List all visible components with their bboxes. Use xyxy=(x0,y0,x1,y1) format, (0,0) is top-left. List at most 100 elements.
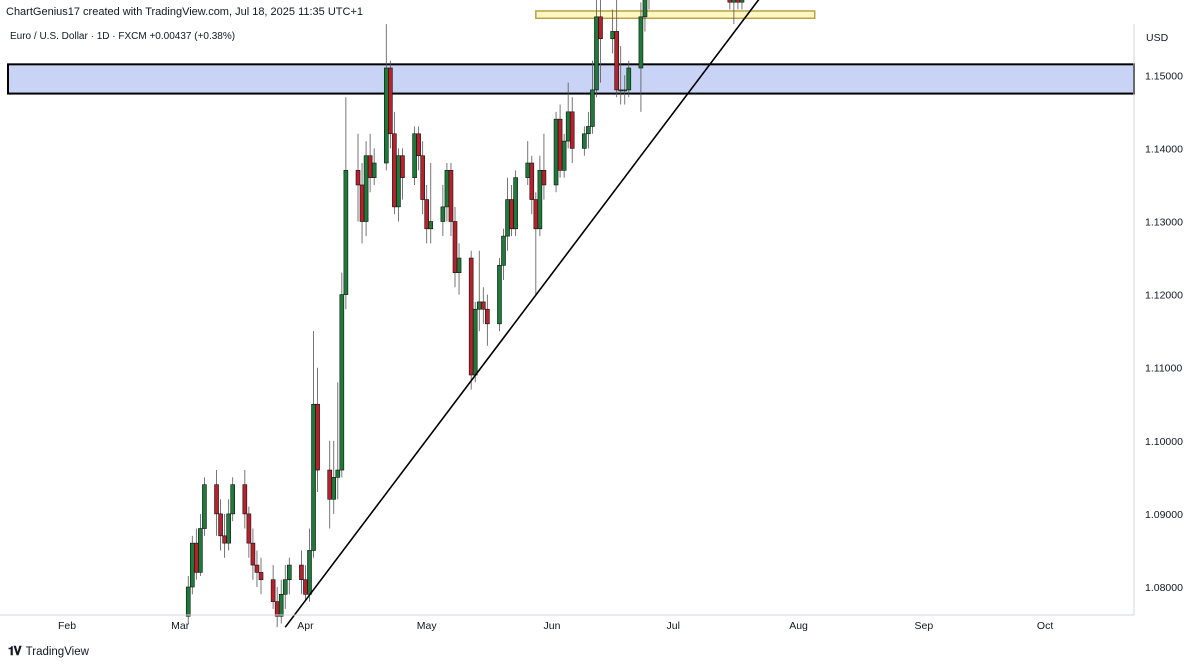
candle-up xyxy=(307,528,312,602)
candle-body xyxy=(497,265,502,325)
candle-body xyxy=(270,579,276,602)
candle-up xyxy=(642,0,648,32)
candle-body xyxy=(557,118,563,171)
candle-body xyxy=(315,403,320,471)
candle-body xyxy=(282,579,288,595)
candle-down xyxy=(270,565,276,609)
candle-down xyxy=(299,550,304,595)
axes-layer: 1.08000 1.09000 1.10000 1.11000 1.12000 1.130… xyxy=(0,24,1183,632)
candle-up xyxy=(444,163,450,222)
candle-body xyxy=(735,0,741,3)
candle-body xyxy=(485,308,490,325)
candle-up xyxy=(226,499,231,551)
x-tick-label: Oct xyxy=(1037,620,1053,632)
candle-body xyxy=(400,155,405,178)
x-tick-label: Sep xyxy=(914,620,933,632)
candle-down xyxy=(400,148,405,200)
candle-body xyxy=(416,133,421,157)
candle-down xyxy=(420,141,425,215)
tradingview-footer: 𝟏𝐕 TradingView xyxy=(8,644,89,659)
candle-down xyxy=(480,287,486,324)
candle-body xyxy=(614,31,619,91)
candle-up xyxy=(278,579,284,624)
candle-down xyxy=(727,0,733,10)
candle-body xyxy=(250,542,256,566)
candle-body xyxy=(189,542,195,588)
candle-body xyxy=(731,0,737,3)
candle-body xyxy=(412,133,417,178)
currency-label[interactable]: USD xyxy=(1146,32,1169,44)
candle-up xyxy=(189,535,195,595)
candle-up xyxy=(739,0,745,10)
candle-body xyxy=(739,0,745,3)
candle-body xyxy=(363,155,369,222)
candle-body xyxy=(452,221,458,273)
candle-body xyxy=(327,469,333,500)
candle-body xyxy=(440,206,446,222)
y-tick-label: 1.11000 xyxy=(1145,363,1182,375)
candle-body xyxy=(246,513,252,544)
candle-up xyxy=(185,576,191,624)
candle-up xyxy=(582,126,587,156)
candle-body xyxy=(424,199,430,230)
candle-up xyxy=(638,2,644,112)
chart-attribution: ChartGenius17 created with TradingView.c… xyxy=(6,6,363,18)
candle-down xyxy=(416,126,421,171)
candle-body xyxy=(476,301,482,310)
candle-body xyxy=(525,162,531,178)
candle-body xyxy=(537,170,543,230)
candle-down xyxy=(735,0,741,10)
candle-body xyxy=(529,162,535,200)
candle-body xyxy=(472,308,478,376)
candle-up xyxy=(202,477,207,536)
y-tick-label: 1.13000 xyxy=(1145,217,1183,229)
x-tick-label: May xyxy=(417,620,438,632)
support-zone xyxy=(535,10,816,20)
y-tick-label: 1.15000 xyxy=(1145,70,1183,82)
candle-up xyxy=(497,258,502,332)
candle-body xyxy=(480,301,486,310)
candle-body xyxy=(311,403,316,551)
candle-body xyxy=(198,528,203,573)
y-tick-label: 1.10000 xyxy=(1145,436,1183,448)
candle-down xyxy=(242,470,248,529)
candle-body xyxy=(254,564,260,573)
candle-body xyxy=(359,184,365,222)
candle-body xyxy=(355,170,361,186)
candle-up xyxy=(626,60,632,98)
y-tick-label: 1.12000 xyxy=(1145,290,1183,302)
candle-up xyxy=(586,111,591,149)
candle-up xyxy=(537,155,543,237)
candle-up xyxy=(363,141,369,237)
candle-down xyxy=(250,528,256,580)
x-tick-label: Jul xyxy=(667,620,680,632)
candle-body xyxy=(561,140,567,171)
candle-up xyxy=(440,184,446,237)
x-tick-label: Jun xyxy=(544,620,561,632)
candles-layer xyxy=(185,0,745,628)
candle-body xyxy=(392,133,397,208)
candle-body xyxy=(533,199,539,230)
candle-up xyxy=(472,301,478,383)
candle-body xyxy=(610,31,615,40)
x-tick-label: Apr xyxy=(297,620,314,632)
candle-body xyxy=(388,67,393,135)
candle-body xyxy=(501,235,506,266)
candle-body xyxy=(622,89,628,92)
candle-body xyxy=(194,542,199,573)
candle-body xyxy=(286,564,292,580)
candle-up xyxy=(371,148,377,185)
y-tick-label: 1.08000 xyxy=(1145,582,1183,594)
candle-body xyxy=(582,133,587,149)
candle-down xyxy=(468,250,474,390)
candle-down xyxy=(355,133,361,222)
candle-body xyxy=(299,564,304,580)
candle-down xyxy=(258,557,264,595)
candle-up xyxy=(561,133,567,178)
candle-up xyxy=(311,331,316,558)
candle-body xyxy=(185,586,191,617)
candle-down xyxy=(392,111,397,215)
candle-body xyxy=(303,579,308,595)
candle-body xyxy=(343,170,349,295)
